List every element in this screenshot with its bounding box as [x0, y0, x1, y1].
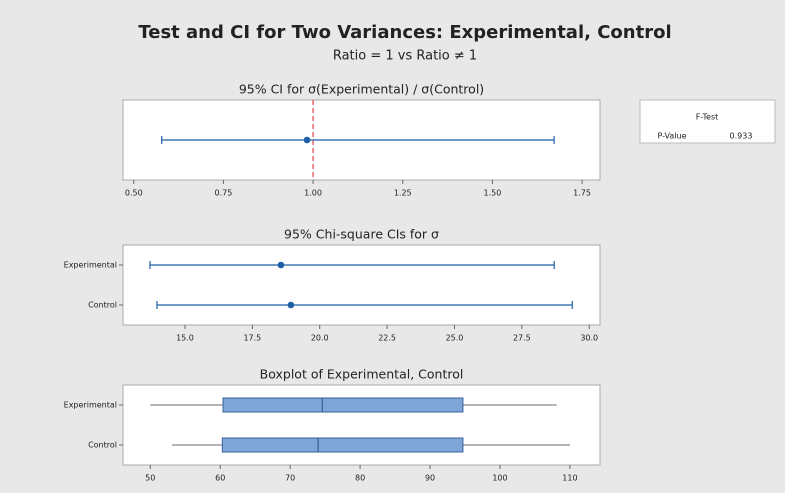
panel-title: Boxplot of Experimental, Control: [260, 367, 464, 382]
estimate-point: [303, 136, 311, 144]
x-tick-label: 22.5: [378, 334, 396, 343]
title: Test and CI for Two Variances: Experimen…: [138, 22, 671, 43]
subtitle: Ratio = 1 vs Ratio ≠ 1: [333, 49, 477, 64]
x-tick-label: 0.50: [125, 189, 143, 198]
box: [222, 397, 464, 413]
f-test-box: [639, 99, 776, 144]
plot-area: [122, 244, 601, 326]
x-tick-label: 25.0: [446, 334, 464, 343]
x-tick-label: 100: [492, 474, 507, 483]
x-tick-label: 30.0: [580, 334, 598, 343]
p-value-label: P-Value: [657, 132, 686, 141]
panel-title: 95% CI for σ(Experimental) / σ(Control): [239, 82, 484, 97]
x-tick-label: 0.75: [215, 189, 233, 198]
y-tick-label: Control: [88, 301, 117, 310]
x-tick-label: 110: [562, 474, 577, 483]
x-tick-label: 1.75: [573, 189, 591, 198]
estimate-point: [277, 261, 285, 269]
x-tick-label: 50: [145, 474, 155, 483]
y-tick-label: Experimental: [64, 261, 117, 270]
estimate-point: [287, 301, 295, 309]
plot-area: [122, 384, 601, 466]
x-tick-label: 1.00: [304, 189, 322, 198]
x-tick-label: 20.0: [311, 334, 329, 343]
x-tick-label: 15.0: [176, 334, 194, 343]
x-tick-label: 17.5: [243, 334, 261, 343]
x-tick-label: 90: [425, 474, 435, 483]
y-tick-label: Control: [88, 441, 117, 450]
x-tick-label: 80: [355, 474, 365, 483]
f-test-title: F-Test: [696, 113, 719, 122]
box: [221, 437, 464, 453]
panel-title: 95% Chi-square CIs for σ: [284, 227, 439, 242]
x-tick-label: 27.5: [513, 334, 531, 343]
x-tick-label: 70: [285, 474, 295, 483]
y-tick-label: Experimental: [64, 401, 117, 410]
x-tick-label: 60: [215, 474, 225, 483]
p-value: 0.933: [730, 132, 753, 141]
x-tick-label: 1.25: [394, 189, 412, 198]
x-tick-label: 1.50: [483, 189, 501, 198]
